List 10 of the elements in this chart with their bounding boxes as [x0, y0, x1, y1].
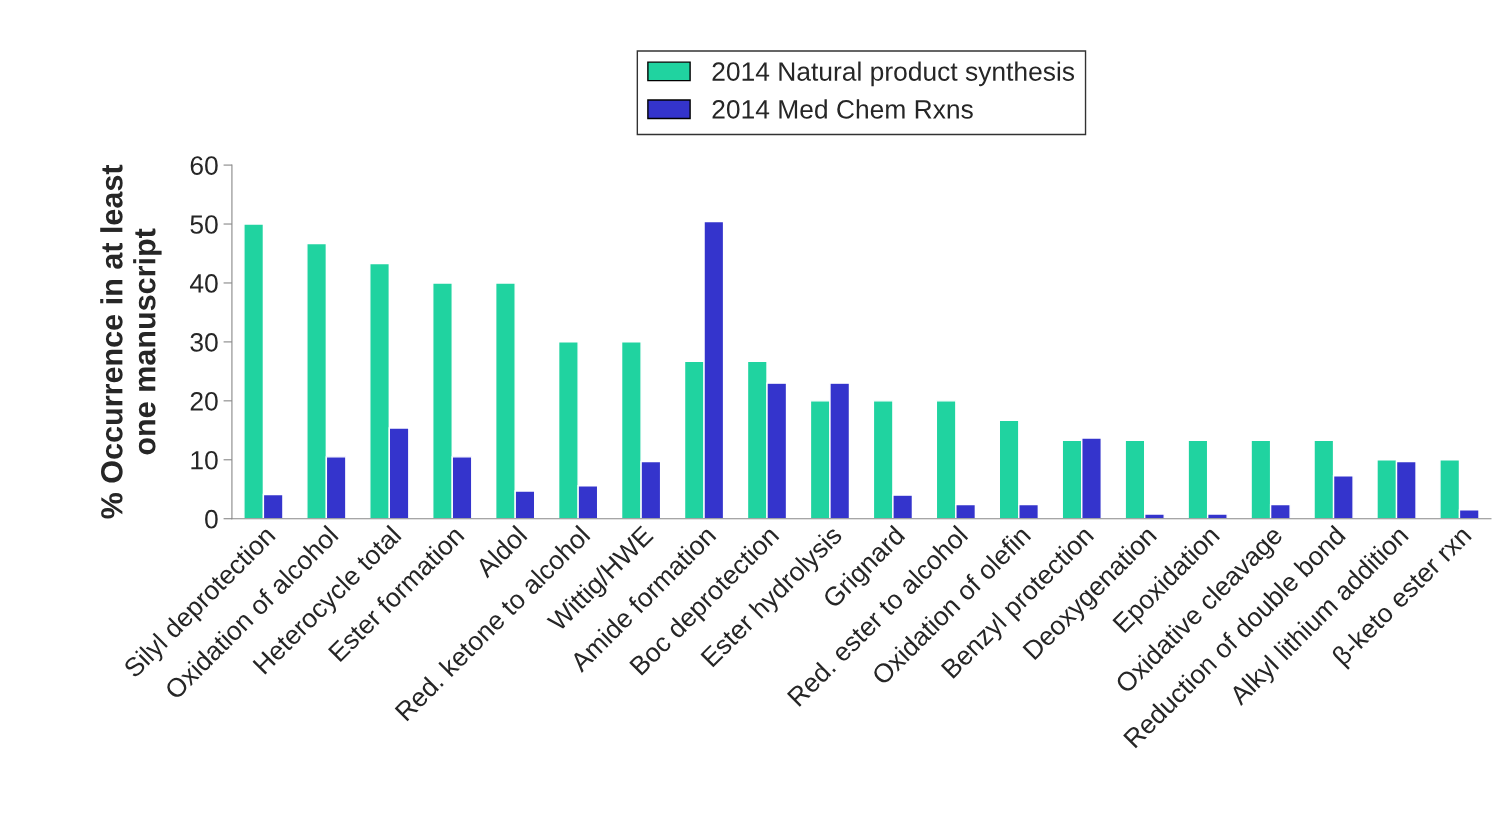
- y-tick-label: 10: [191, 450, 218, 470]
- y-tick-label: 0: [205, 509, 218, 529]
- y-axis-title: % Occurrence in at least one manuscript: [100, 164, 162, 519]
- y-tick-label: 30: [190, 333, 218, 352]
- legend-label: 2014 Med Chem Rxns: [712, 99, 973, 119]
- y-tick-label: 60: [190, 156, 218, 175]
- y-tick-label: 20: [190, 391, 218, 411]
- y-tick-label: 50: [190, 215, 218, 234]
- legend-label: 2014 Natural product synthesis: [712, 61, 1075, 87]
- y-tick-label: 40: [189, 274, 218, 293]
